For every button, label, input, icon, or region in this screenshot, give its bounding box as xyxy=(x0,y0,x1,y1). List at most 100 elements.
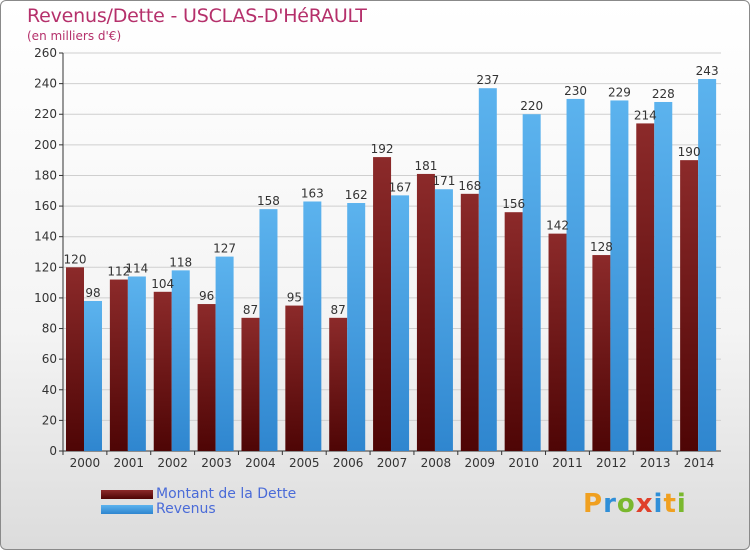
bar-dette xyxy=(504,212,523,451)
bar-dette xyxy=(373,157,392,452)
data-label: 142 xyxy=(546,219,569,233)
data-label: 87 xyxy=(331,303,346,317)
bar-revenus xyxy=(566,98,585,451)
x-tick-label: 2002 xyxy=(157,456,188,470)
logo-letter: x xyxy=(635,489,654,519)
bar-dette xyxy=(241,317,260,451)
y-tick-label: 60 xyxy=(42,352,57,366)
data-label: 192 xyxy=(371,142,394,156)
logo-letter: t xyxy=(663,489,677,519)
x-tick-label: 2007 xyxy=(377,456,408,470)
data-label: 167 xyxy=(389,180,412,194)
x-tick-label: 2008 xyxy=(421,456,452,470)
bar-dette xyxy=(592,255,611,451)
bar-revenus xyxy=(434,189,453,451)
data-label: 181 xyxy=(414,159,437,173)
data-label: 96 xyxy=(199,289,214,303)
data-label: 220 xyxy=(520,99,543,113)
legend-label-revenus: Revenus xyxy=(156,501,216,517)
data-label: 158 xyxy=(257,194,280,208)
bar-revenus xyxy=(347,203,366,451)
x-tick-label: 2014 xyxy=(684,456,715,470)
data-label: 168 xyxy=(458,179,481,193)
proxiti-logo: Proxiti xyxy=(583,489,687,519)
data-label: 98 xyxy=(85,286,100,300)
data-label: 190 xyxy=(678,145,701,159)
data-label: 95 xyxy=(287,291,302,305)
data-label: 230 xyxy=(564,84,587,98)
bar-revenus xyxy=(522,114,541,451)
x-tick-label: 2010 xyxy=(508,456,539,470)
legend-swatch-dette xyxy=(101,490,153,499)
bar-revenus xyxy=(215,256,234,451)
x-tick-label: 2012 xyxy=(596,456,627,470)
y-tick-label: 240 xyxy=(34,77,57,91)
y-tick-label: 140 xyxy=(34,230,57,244)
x-tick-label: 2006 xyxy=(333,456,364,470)
legend-label-dette: Montant de la Dette xyxy=(156,486,297,502)
data-label: 128 xyxy=(590,240,613,254)
x-tick-label: 2013 xyxy=(640,456,671,470)
data-label: 171 xyxy=(432,174,455,188)
y-tick-label: 120 xyxy=(34,260,57,274)
y-tick-label: 260 xyxy=(34,46,57,60)
bar-dette xyxy=(680,160,699,451)
x-tick-label: 2004 xyxy=(245,456,276,470)
logo-letter: P xyxy=(583,489,604,519)
data-label: 87 xyxy=(243,303,258,317)
logo-letter: o xyxy=(616,489,636,519)
y-tick-label: 200 xyxy=(34,138,57,152)
logo-letter: i xyxy=(676,489,687,519)
bar-dette xyxy=(329,317,348,451)
bar-dette xyxy=(66,267,84,451)
y-tick-label: 180 xyxy=(34,168,57,182)
x-tick-label: 2000 xyxy=(70,456,101,470)
bar-revenus xyxy=(259,209,278,451)
legend-swatch-revenus xyxy=(101,505,153,514)
data-label: 114 xyxy=(125,261,148,275)
data-label: 229 xyxy=(608,85,631,99)
bar-chart: 0 20 40 60 80 100 120 140 160 180 200 220 240 260 2000… xyxy=(34,46,721,470)
bar-dette xyxy=(460,193,479,452)
bar-dette xyxy=(197,304,216,451)
axes: 0 20 40 60 80 100 120 140 160 180 200 220 240 260 2000… xyxy=(34,46,721,470)
data-label: 228 xyxy=(652,87,675,101)
x-tick-label: 2009 xyxy=(464,456,495,470)
bar-revenus xyxy=(698,79,717,452)
bar-revenus xyxy=(391,195,410,451)
bar-revenus xyxy=(303,201,322,451)
data-label: 243 xyxy=(696,64,719,78)
data-label: 237 xyxy=(476,73,499,87)
bar-dette xyxy=(416,173,435,451)
y-tick-label: 0 xyxy=(49,444,57,458)
chart-title: Revenus/Dette - USCLAS-D'HéRAULT xyxy=(27,5,367,27)
y-tick-label: 220 xyxy=(34,107,57,121)
data-label: 120 xyxy=(64,252,87,266)
bar-revenus xyxy=(84,300,102,451)
x-tick-label: 2011 xyxy=(552,456,583,470)
data-label: 104 xyxy=(151,277,174,291)
logo-letter: i xyxy=(653,489,664,519)
bar-revenus xyxy=(171,270,190,451)
y-tick-label: 160 xyxy=(34,199,57,213)
data-label: 214 xyxy=(634,108,657,122)
bar-dette xyxy=(153,291,172,451)
data-label: 163 xyxy=(301,186,324,200)
data-label: 162 xyxy=(345,188,368,202)
bar-dette xyxy=(285,305,304,451)
bars xyxy=(66,79,717,452)
x-tick-label: 2003 xyxy=(201,456,232,470)
x-tick-label: 2005 xyxy=(289,456,320,470)
y-tick-label: 80 xyxy=(42,322,57,336)
data-label: 112 xyxy=(107,265,130,279)
bar-revenus xyxy=(654,101,673,451)
bar-dette xyxy=(109,279,128,451)
bar-dette xyxy=(548,233,567,451)
x-tick-label: 2001 xyxy=(114,456,145,470)
data-label: 156 xyxy=(502,197,525,211)
bar-dette xyxy=(636,123,655,452)
y-tick-label: 100 xyxy=(34,291,57,305)
chart-subtitle: (en milliers d'€) xyxy=(27,29,122,43)
